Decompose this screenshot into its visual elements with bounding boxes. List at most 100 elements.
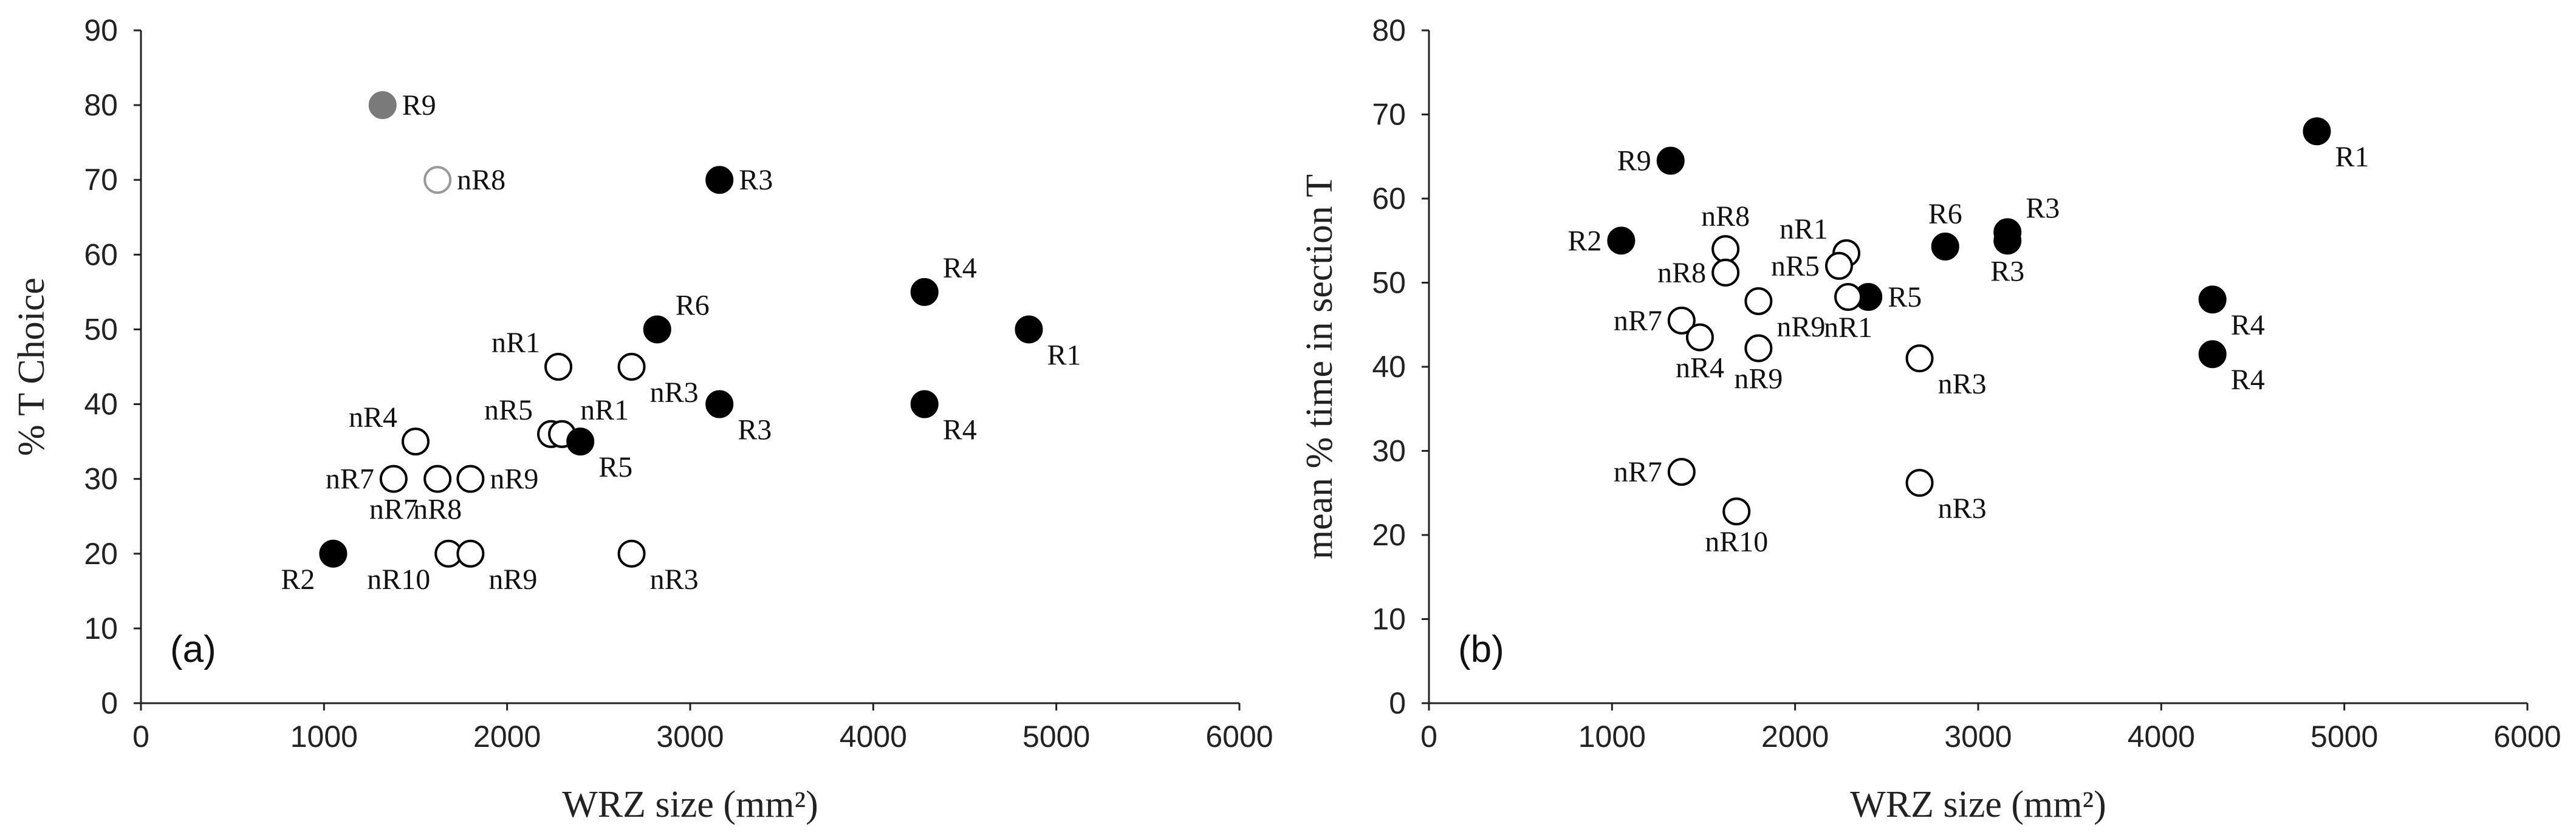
y-tick-label: 70 (1372, 98, 1406, 132)
point-label: nR10 (367, 564, 430, 596)
point-label: nR9 (488, 564, 537, 596)
point-label: R9 (1617, 145, 1651, 177)
point-label: R2 (281, 564, 315, 596)
x-axis-title: WRZ size (mm²) (1850, 784, 2106, 825)
data-point (643, 315, 671, 344)
point-label: nR3 (650, 376, 699, 409)
data-point (566, 428, 595, 456)
y-tick-label: 10 (84, 611, 118, 646)
y-tick-label: 0 (1389, 686, 1406, 720)
point-label: R6 (1928, 198, 1962, 230)
y-tick-label: 40 (84, 387, 118, 421)
x-tick-label: 6000 (2493, 720, 2561, 754)
x-tick-label: 6000 (1205, 720, 1273, 754)
chart-panel-b: 0 10 20 30 40 50 60 70 80 0 1000 2000 3000 4000 5000 60… (1299, 13, 2561, 825)
data-point (2198, 285, 2227, 314)
data-point (456, 465, 485, 493)
point-label: R3 (739, 164, 773, 196)
x-tick-label: 2000 (473, 720, 541, 754)
data-point (705, 166, 734, 194)
point-label: nR8 (457, 164, 505, 196)
chart-panel-a: 0 10 20 30 40 50 60 70 80 90 0 1000 2000 3000 4000 5000… (11, 13, 1273, 825)
data-point (617, 353, 646, 381)
point-label: nR8 (1657, 257, 1706, 289)
data-point (1711, 258, 1740, 287)
point-label: nR4 (349, 401, 397, 434)
point-label: nR8 (413, 494, 462, 526)
data-point (379, 465, 408, 493)
y-tick-label: 20 (1372, 518, 1406, 552)
point-label: nR7 (326, 463, 374, 496)
point-label: R9 (402, 89, 436, 121)
y-tick-label: 90 (84, 13, 118, 47)
data-point (1993, 227, 2022, 255)
point-label: nR7 (369, 494, 418, 526)
point-label: nR10 (1705, 526, 1768, 558)
point-label: nR5 (1771, 250, 1820, 282)
data-point (617, 539, 646, 568)
x-tick-label: 0 (132, 720, 149, 754)
y-tick-label: 30 (1372, 434, 1406, 468)
point-label: R5 (1888, 281, 1922, 313)
point-label: nR1 (1780, 213, 1828, 245)
y-axis-title: mean % time in section T (1299, 174, 1340, 559)
point-label: nR3 (1938, 492, 1987, 525)
point-label: nR1 (492, 327, 540, 359)
data-point (1722, 497, 1751, 526)
y-tick-label: 80 (84, 88, 118, 122)
data-point (1015, 315, 1043, 344)
y-tick-label: 20 (84, 537, 118, 571)
point-label: R1 (1047, 339, 1081, 371)
point-label: nR4 (1676, 352, 1724, 384)
point-label: nR9 (490, 463, 538, 496)
y-axis-title: % T Choice (11, 278, 52, 456)
point-label: nR3 (650, 564, 699, 596)
data-point (402, 428, 430, 456)
y-tick-label: 30 (84, 462, 118, 496)
y-tick-label: 80 (1372, 13, 1406, 47)
data-point (1905, 469, 1934, 497)
point-label: nR5 (484, 394, 533, 426)
point-label: R5 (598, 451, 632, 483)
data-point (1834, 283, 1863, 312)
data-point (1824, 251, 1853, 280)
point-label: nR8 (1701, 200, 1750, 233)
point-label: R3 (1990, 255, 2024, 287)
data-point (910, 278, 939, 306)
y-tick-label: 50 (84, 312, 118, 346)
data-point (423, 166, 452, 194)
data-point (705, 390, 734, 418)
y-tick-label: 60 (84, 237, 118, 271)
point-label: R3 (738, 414, 772, 446)
point-label: nR7 (1614, 456, 1662, 488)
data-point (1905, 344, 1934, 373)
point-label: nR3 (1938, 368, 1987, 400)
point-label: R6 (676, 289, 710, 321)
x-tick-label: 1000 (1578, 720, 1646, 754)
data-point (1685, 323, 1714, 352)
x-tick-label: 0 (1420, 720, 1437, 754)
x-tick-label: 3000 (656, 720, 724, 754)
point-label: nR1 (580, 394, 629, 426)
y-tick-label: 70 (84, 163, 118, 197)
x-tick-label: 1000 (290, 720, 358, 754)
x-tick-label: 2000 (1761, 720, 1829, 754)
panel-label: (a) (170, 628, 216, 670)
point-label: R4 (2231, 364, 2265, 396)
x-tick-label: 4000 (2128, 720, 2195, 754)
point-label: nR9 (1776, 311, 1825, 343)
data-point (544, 353, 573, 381)
data-point (1656, 146, 1685, 175)
panel-label: (b) (1458, 628, 1504, 670)
data-point (1607, 227, 1636, 255)
x-tick-label: 5000 (1023, 720, 1090, 754)
point-label: R2 (1567, 225, 1601, 257)
x-axis-title: WRZ size (mm²) (562, 784, 818, 825)
point-label: R4 (2231, 309, 2265, 341)
data-point (368, 91, 397, 120)
point-label: R4 (943, 252, 977, 284)
point-label: R4 (943, 414, 977, 446)
y-tick-label: 10 (1372, 602, 1406, 636)
data-point (319, 539, 348, 568)
